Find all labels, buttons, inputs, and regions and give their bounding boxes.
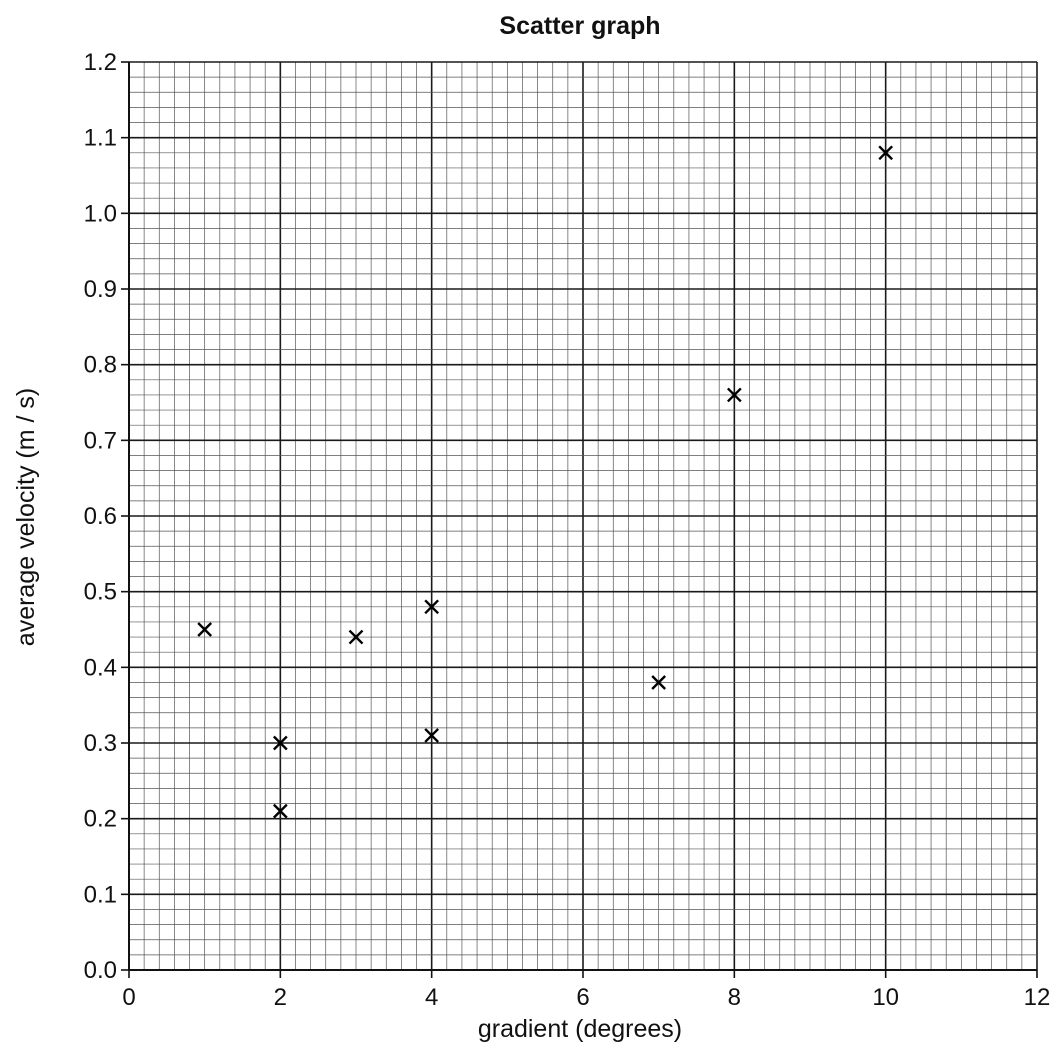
data-points	[197, 145, 894, 819]
data-point-cross	[348, 629, 364, 645]
y-tick-label: 0.4	[84, 654, 117, 681]
x-tick-label: 8	[728, 984, 741, 1011]
x-tick-label: 0	[122, 984, 135, 1011]
y-tick-label: 0.2	[84, 806, 117, 833]
data-point-cross	[878, 145, 894, 161]
chart-title: Scatter graph	[499, 12, 660, 40]
x-tick-label: 2	[274, 984, 287, 1011]
x-tick-label: 6	[576, 984, 589, 1011]
data-point-cross	[272, 735, 288, 751]
y-tick-label: 0.6	[84, 503, 117, 530]
y-axis-title: average velocity (m / s)	[12, 388, 40, 646]
x-axis-ticks: 0 2 4 6 8 10 12	[122, 970, 1050, 1011]
x-tick-label: 10	[872, 984, 899, 1011]
data-point-cross	[272, 803, 288, 819]
y-tick-label: 0.3	[84, 730, 117, 757]
x-tick-label: 12	[1024, 984, 1051, 1011]
y-tick-label: 0.1	[84, 881, 117, 908]
data-point-cross	[424, 599, 440, 615]
y-tick-label: 1.0	[84, 200, 117, 227]
y-tick-label: 1.2	[84, 49, 117, 76]
y-axis-ticks: 0.0 0.1 0.2 0.3 0.4 0.5 0.6 0.7 0.8 0.9 1.0 1.1 1.2	[84, 49, 129, 984]
y-tick-label: 0.7	[84, 427, 117, 454]
y-tick-label: 1.1	[84, 125, 117, 152]
data-point-cross	[424, 728, 440, 743]
data-point-cross	[726, 387, 742, 403]
data-point-cross	[651, 675, 667, 690]
plot-grid	[128, 61, 1038, 971]
y-tick-label: 0.0	[84, 957, 117, 984]
y-tick-label: 0.8	[84, 352, 117, 379]
x-axis-title: gradient (degrees)	[478, 1015, 682, 1043]
data-point-cross	[197, 622, 213, 637]
y-tick-label: 0.9	[84, 276, 117, 303]
y-tick-label: 0.5	[84, 579, 117, 606]
x-tick-label: 4	[425, 984, 438, 1011]
